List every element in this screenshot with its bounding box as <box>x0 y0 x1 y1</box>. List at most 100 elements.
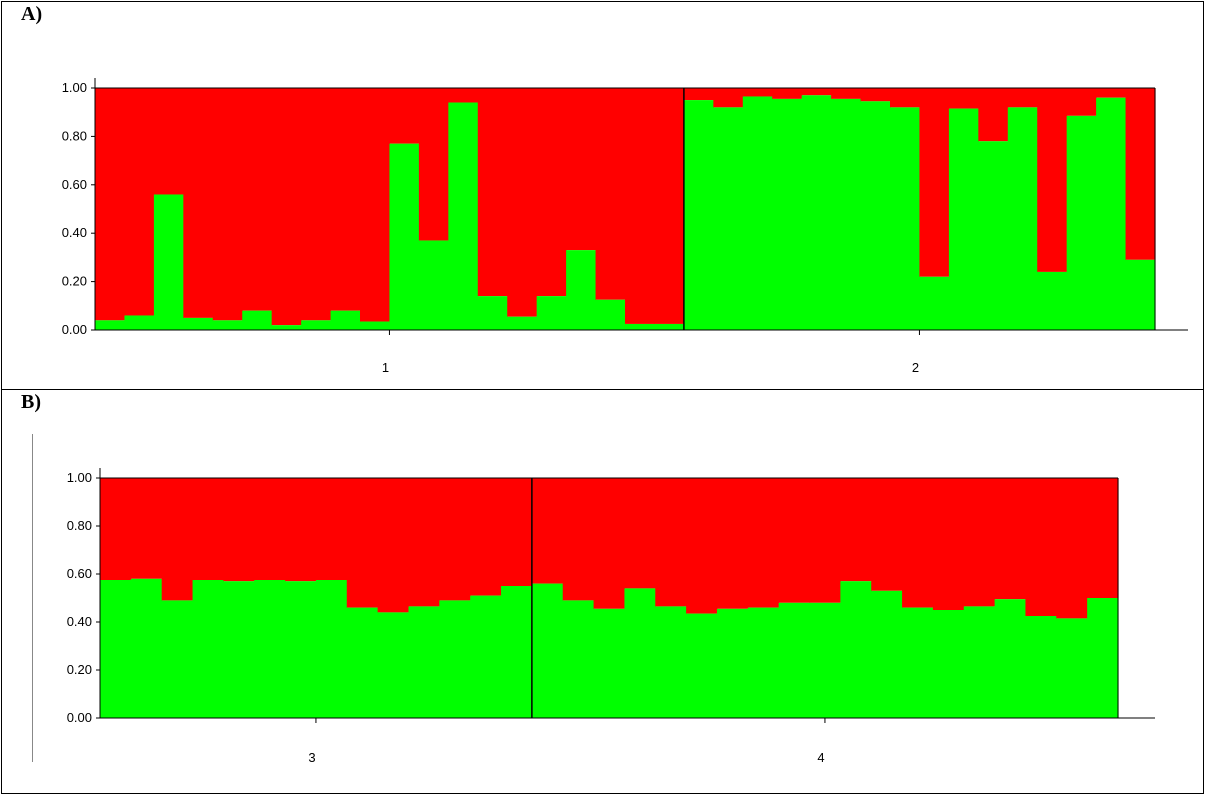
bar-green-1-36 <box>1125 259 1156 330</box>
group-label-4: 4 <box>817 750 824 765</box>
bar-green-2-8 <box>315 580 348 718</box>
bar-green-1-35 <box>1096 97 1127 331</box>
bar-red-1-31 <box>978 88 1009 142</box>
bar-green-1-22 <box>713 107 744 330</box>
bar-green-2-18 <box>624 588 656 718</box>
bar-green-1-6 <box>242 310 273 330</box>
bar-green-1-3 <box>153 194 184 330</box>
bar-red-1-33 <box>1037 88 1068 272</box>
bar-red-2-33 <box>1087 478 1119 598</box>
bar-red-1-3 <box>153 88 184 195</box>
bar-red-2-24 <box>809 478 841 603</box>
y-tick-label-2-5: 1.00 <box>67 470 92 485</box>
bar-red-1-26 <box>831 88 862 99</box>
bar-red-1-19 <box>625 88 656 324</box>
bar-green-2-14 <box>501 586 533 718</box>
bar-green-2-20 <box>686 613 718 718</box>
group-label-2: 2 <box>912 360 919 375</box>
bar-red-2-21 <box>716 478 749 609</box>
bar-red-2-12 <box>439 478 471 601</box>
bar-green-1-5 <box>212 320 243 330</box>
bar-red-1-10 <box>360 88 391 322</box>
bar-green-1-26 <box>831 98 862 330</box>
bar-red-2-1 <box>100 478 132 580</box>
bar-green-1-24 <box>772 98 803 330</box>
bar-red-2-4 <box>192 478 224 580</box>
bar-green-2-31 <box>1025 616 1057 718</box>
bar-green-1-18 <box>595 299 626 330</box>
bar-green-2-16 <box>562 600 595 718</box>
bar-green-1-7 <box>271 325 302 330</box>
bar-red-1-25 <box>801 88 832 96</box>
bar-red-2-7 <box>285 478 317 582</box>
bar-red-2-28 <box>932 478 965 610</box>
bar-green-1-13 <box>448 102 479 331</box>
bar-green-1-31 <box>978 141 1009 330</box>
bar-green-1-15 <box>507 316 538 330</box>
y-tick-label-1-1: 0.20 <box>62 274 87 289</box>
bar-red-1-6 <box>242 88 273 311</box>
bar-red-2-13 <box>470 478 502 596</box>
bar-red-1-4 <box>183 88 214 318</box>
bar-red-2-6 <box>254 478 286 580</box>
y-tick-label-1-4: 0.80 <box>62 128 87 143</box>
bar-red-1-9 <box>330 88 361 311</box>
bar-red-1-2 <box>124 88 155 316</box>
bar-green-2-13 <box>470 595 502 718</box>
bar-red-1-30 <box>948 88 979 109</box>
bar-green-1-1 <box>95 320 126 330</box>
bar-green-2-27 <box>902 607 934 718</box>
bar-green-2-26 <box>871 590 903 718</box>
bar-green-1-4 <box>183 317 214 330</box>
bar-red-1-11 <box>389 88 420 144</box>
bar-green-1-20 <box>654 323 685 330</box>
bar-red-2-14 <box>501 478 533 586</box>
bar-green-2-12 <box>439 600 471 718</box>
bar-red-1-32 <box>1007 88 1038 108</box>
bar-red-1-29 <box>919 88 950 277</box>
bar-green-2-1 <box>100 580 132 718</box>
bar-green-2-9 <box>346 607 379 718</box>
bar-red-2-22 <box>747 478 780 608</box>
bar-green-2-17 <box>593 608 626 718</box>
bar-green-1-8 <box>301 320 332 330</box>
y-tick-label-2-0: 0.00 <box>67 710 92 725</box>
y-tick-label-2-3: 0.60 <box>67 566 92 581</box>
y-tick-label-1-0: 0.00 <box>62 322 87 337</box>
bar-red-1-16 <box>536 88 567 297</box>
bar-red-2-23 <box>778 478 811 603</box>
bar-red-2-8 <box>315 478 348 580</box>
y-tick-label-1-2: 0.40 <box>62 225 87 240</box>
bar-green-2-22 <box>747 607 780 718</box>
bar-red-1-36 <box>1125 88 1156 260</box>
bar-green-2-24 <box>809 602 841 718</box>
bar-green-2-21 <box>716 608 749 718</box>
bar-red-2-5 <box>223 478 255 582</box>
bar-green-1-2 <box>124 315 155 330</box>
bar-green-2-7 <box>285 581 317 718</box>
y-tick-label-1-5: 1.00 <box>62 80 87 95</box>
bar-red-2-32 <box>1056 478 1088 619</box>
bar-green-1-28 <box>890 107 921 330</box>
bar-red-2-30 <box>994 478 1027 600</box>
bar-red-1-15 <box>507 88 538 317</box>
bar-green-1-27 <box>860 101 891 330</box>
panel-b-label: B) <box>21 391 41 413</box>
bar-green-1-16 <box>536 296 567 330</box>
bar-green-1-9 <box>330 310 361 330</box>
bar-red-2-3 <box>161 478 194 601</box>
bar-green-2-33 <box>1087 598 1119 718</box>
bar-green-1-19 <box>625 323 656 330</box>
bar-green-2-6 <box>254 580 286 718</box>
bar-red-1-20 <box>654 88 685 324</box>
bar-green-2-10 <box>377 612 410 718</box>
bar-green-1-12 <box>418 240 449 330</box>
bar-red-1-23 <box>742 88 773 97</box>
bar-green-1-10 <box>360 321 391 330</box>
bar-green-2-25 <box>840 581 872 718</box>
group-label-3: 3 <box>308 750 315 765</box>
bar-green-1-32 <box>1007 107 1038 330</box>
group-label-1: 1 <box>382 360 389 375</box>
bar-red-2-9 <box>346 478 379 608</box>
bar-red-1-28 <box>890 88 921 108</box>
